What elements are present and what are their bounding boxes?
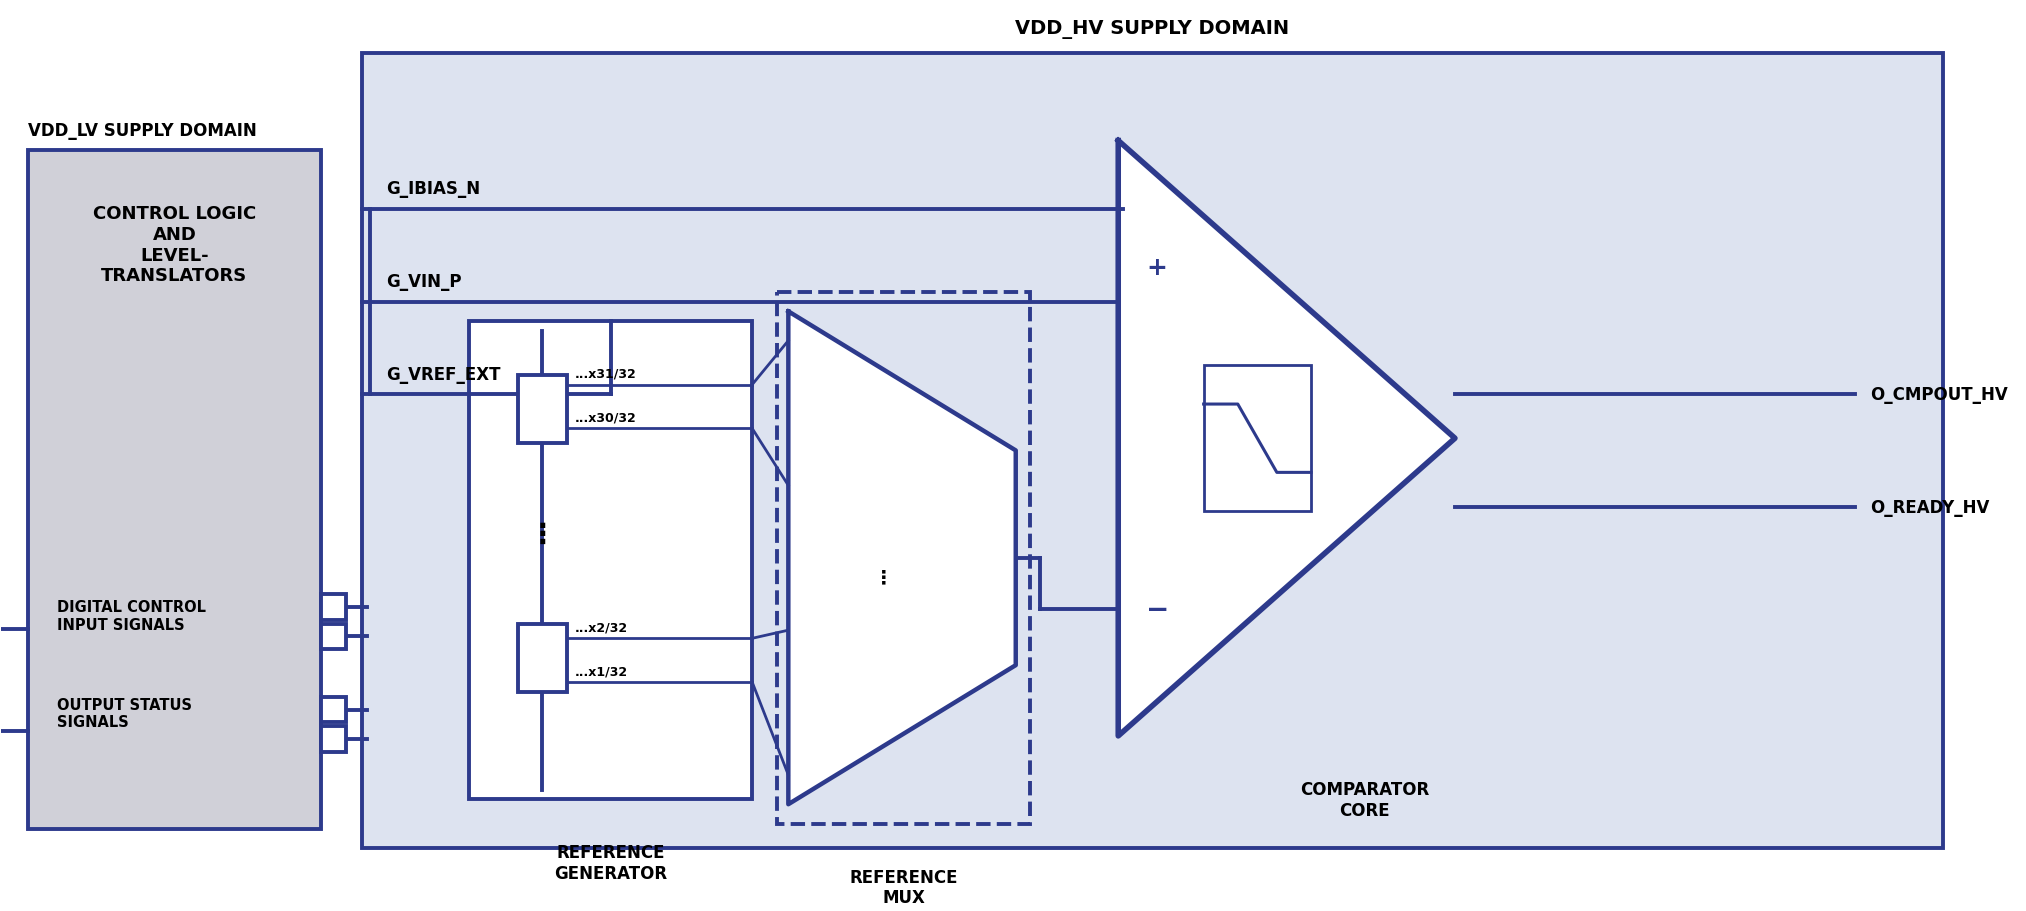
Bar (1203, 365, 1311, 512)
Text: CONTROL LOGIC
AND
LEVEL-
TRANSLATORS: CONTROL LOGIC AND LEVEL- TRANSLATORS (93, 205, 255, 285)
Text: ...x2/32: ...x2/32 (575, 620, 628, 634)
Text: COMPARATOR
CORE: COMPARATOR CORE (1301, 780, 1428, 819)
Text: VDD_HV SUPPLY DOMAIN: VDD_HV SUPPLY DOMAIN (1015, 20, 1289, 39)
Text: DIGITAL CONTROL
INPUT SIGNALS: DIGITAL CONTROL INPUT SIGNALS (57, 599, 207, 632)
Bar (776, 292, 1031, 824)
Text: O_CMPOUT_HV: O_CMPOUT_HV (1870, 386, 2008, 404)
Bar (519, 624, 567, 692)
Polygon shape (788, 312, 1015, 804)
Polygon shape (1118, 141, 1455, 736)
Bar (320, 624, 346, 650)
Bar (470, 322, 752, 800)
Text: +: + (1147, 256, 1167, 280)
Text: REFERENCE
MUX: REFERENCE MUX (849, 867, 958, 906)
Text: ⋮: ⋮ (529, 520, 557, 548)
Bar (519, 375, 567, 444)
Text: ...x31/32: ...x31/32 (575, 367, 636, 380)
Text: G_IBIAS_N: G_IBIAS_N (387, 180, 480, 198)
Bar (28, 151, 320, 829)
Text: REFERENCE
GENERATOR: REFERENCE GENERATOR (555, 844, 667, 882)
Bar (363, 54, 1943, 848)
Text: ⋮: ⋮ (875, 568, 893, 588)
Text: G_VREF_EXT: G_VREF_EXT (387, 365, 500, 384)
Text: O_READY_HV: O_READY_HV (1870, 498, 1990, 516)
Text: ...x1/32: ...x1/32 (575, 665, 628, 678)
Text: ...x30/32: ...x30/32 (575, 411, 636, 425)
Text: VDD_LV SUPPLY DOMAIN: VDD_LV SUPPLY DOMAIN (28, 121, 257, 139)
Bar (320, 595, 346, 620)
Text: OUTPUT STATUS
SIGNALS: OUTPUT STATUS SIGNALS (57, 697, 192, 730)
Text: G_VIN_P: G_VIN_P (387, 272, 462, 291)
Bar (320, 726, 346, 752)
Bar (320, 697, 346, 722)
Text: −: − (1145, 596, 1169, 623)
